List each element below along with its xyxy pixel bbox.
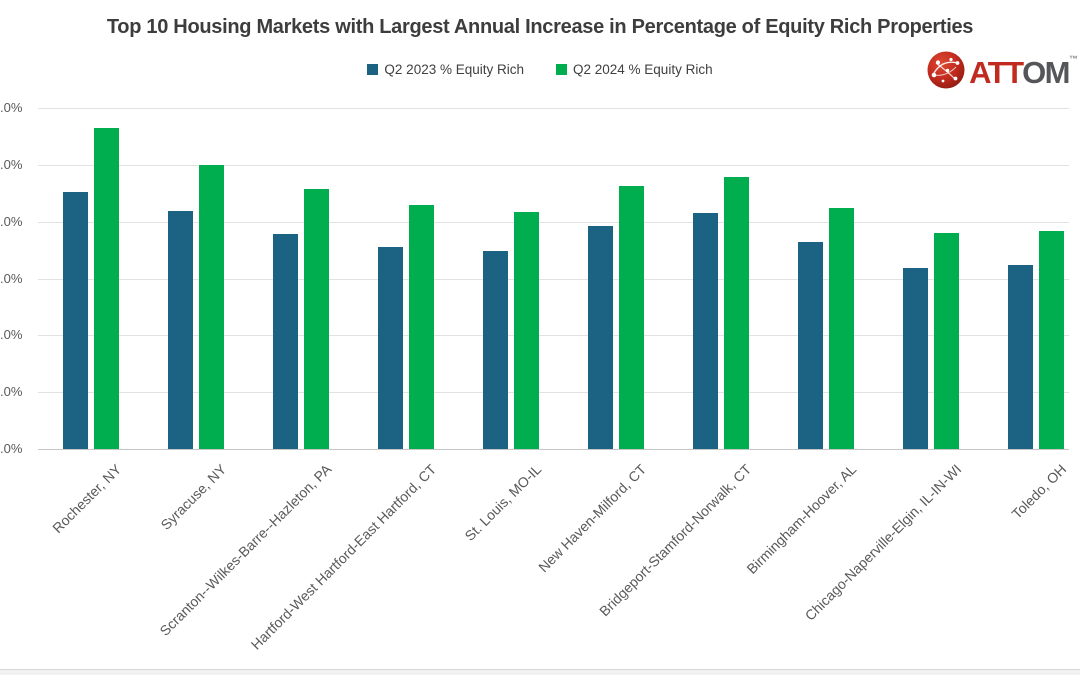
legend-swatch-q2-2024 [556,64,567,75]
bar-q2-2023 [168,211,193,449]
bar-q2-2023 [273,234,298,449]
bar-q2-2024 [724,177,749,449]
y-gridline [38,108,1069,109]
bar-q2-2024 [94,128,119,449]
bar-q2-2023 [483,251,508,449]
attom-globe-icon [926,50,966,95]
y-gridline [38,279,1069,280]
y-axis-tick-label: .0% [0,100,23,115]
legend-label-q2-2024: Q2 2024 % Equity Rich [573,62,713,77]
chart-title: Top 10 Housing Markets with Largest Annu… [106,16,974,38]
bar-q2-2023 [1008,265,1033,449]
y-axis-tick-label: .0% [0,441,23,456]
y-axis-tick-label: .0% [0,271,23,286]
bar-q2-2024 [409,205,434,449]
legend-label-q2-2023: Q2 2023 % Equity Rich [384,62,524,77]
bar-q2-2023 [903,268,928,449]
legend-item-q2-2024: Q2 2024 % Equity Rich [556,62,713,77]
x-axis-line [38,449,1069,450]
bar-q2-2023 [378,247,403,449]
bar-q2-2024 [829,208,854,449]
bar-q2-2023 [63,192,88,449]
bottom-divider [0,669,1080,675]
bar-q2-2024 [1039,231,1064,449]
x-axis-label: Rochester, NY [49,461,125,537]
bar-q2-2024 [199,165,224,449]
bar-q2-2023 [798,242,823,449]
trademark-symbol: ™ [1069,54,1078,64]
y-gridline [38,165,1069,166]
y-axis-tick-label: .0% [0,384,23,399]
bar-q2-2023 [588,226,613,449]
y-axis-tick-label: .0% [0,327,23,342]
bar-q2-2023 [693,213,718,449]
legend-swatch-q2-2023 [367,64,379,75]
legend-item-q2-2023: Q2 2023 % Equity Rich [367,62,524,77]
y-gridline [38,335,1069,336]
y-gridline [38,222,1069,223]
attom-logo: ATTOM™ [926,50,1078,95]
y-axis-tick-label: .0% [0,157,23,172]
x-axis-label: Syracuse, NY [157,461,230,533]
chart-legend: Q2 2023 % Equity Rich Q2 2024 % Equity R… [0,62,1080,77]
bar-q2-2024 [934,233,959,449]
y-gridline [38,392,1069,393]
attom-logo-text: ATTOM™ [969,54,1078,90]
bar-q2-2024 [619,186,644,449]
bar-q2-2024 [304,189,329,449]
y-axis-tick-label: .0% [0,214,23,229]
bar-q2-2024 [514,212,539,449]
